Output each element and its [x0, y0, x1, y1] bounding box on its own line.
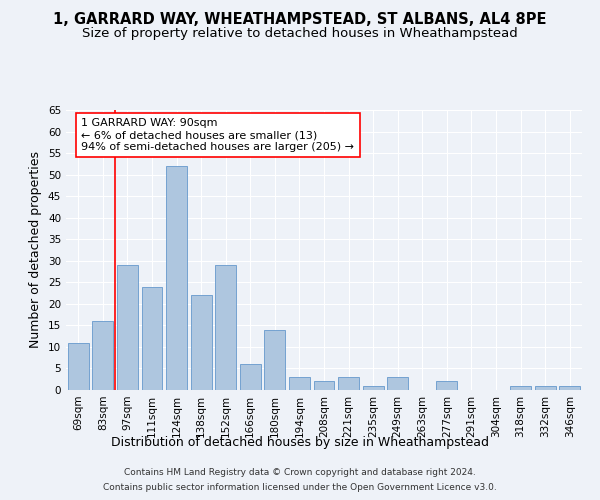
Bar: [289, 377, 310, 390]
Text: Contains public sector information licensed under the Open Government Licence v3: Contains public sector information licen…: [103, 483, 497, 492]
Bar: [215, 265, 236, 390]
Bar: [142, 286, 163, 390]
Bar: [191, 295, 212, 390]
Bar: [68, 342, 89, 390]
Bar: [240, 364, 261, 390]
Y-axis label: Number of detached properties: Number of detached properties: [29, 152, 43, 348]
Text: Size of property relative to detached houses in Wheathampstead: Size of property relative to detached ho…: [82, 28, 518, 40]
Text: Contains HM Land Registry data © Crown copyright and database right 2024.: Contains HM Land Registry data © Crown c…: [124, 468, 476, 477]
Bar: [92, 321, 113, 390]
Bar: [535, 386, 556, 390]
Text: 1 GARRARD WAY: 90sqm
← 6% of detached houses are smaller (13)
94% of semi-detach: 1 GARRARD WAY: 90sqm ← 6% of detached ho…: [82, 118, 355, 152]
Bar: [166, 166, 187, 390]
Bar: [387, 377, 408, 390]
Bar: [117, 265, 138, 390]
Bar: [510, 386, 531, 390]
Bar: [436, 382, 457, 390]
Text: Distribution of detached houses by size in Wheathampstead: Distribution of detached houses by size …: [111, 436, 489, 449]
Bar: [559, 386, 580, 390]
Bar: [314, 382, 334, 390]
Bar: [338, 377, 359, 390]
Bar: [265, 330, 286, 390]
Bar: [362, 386, 383, 390]
Text: 1, GARRARD WAY, WHEATHAMPSTEAD, ST ALBANS, AL4 8PE: 1, GARRARD WAY, WHEATHAMPSTEAD, ST ALBAN…: [53, 12, 547, 28]
